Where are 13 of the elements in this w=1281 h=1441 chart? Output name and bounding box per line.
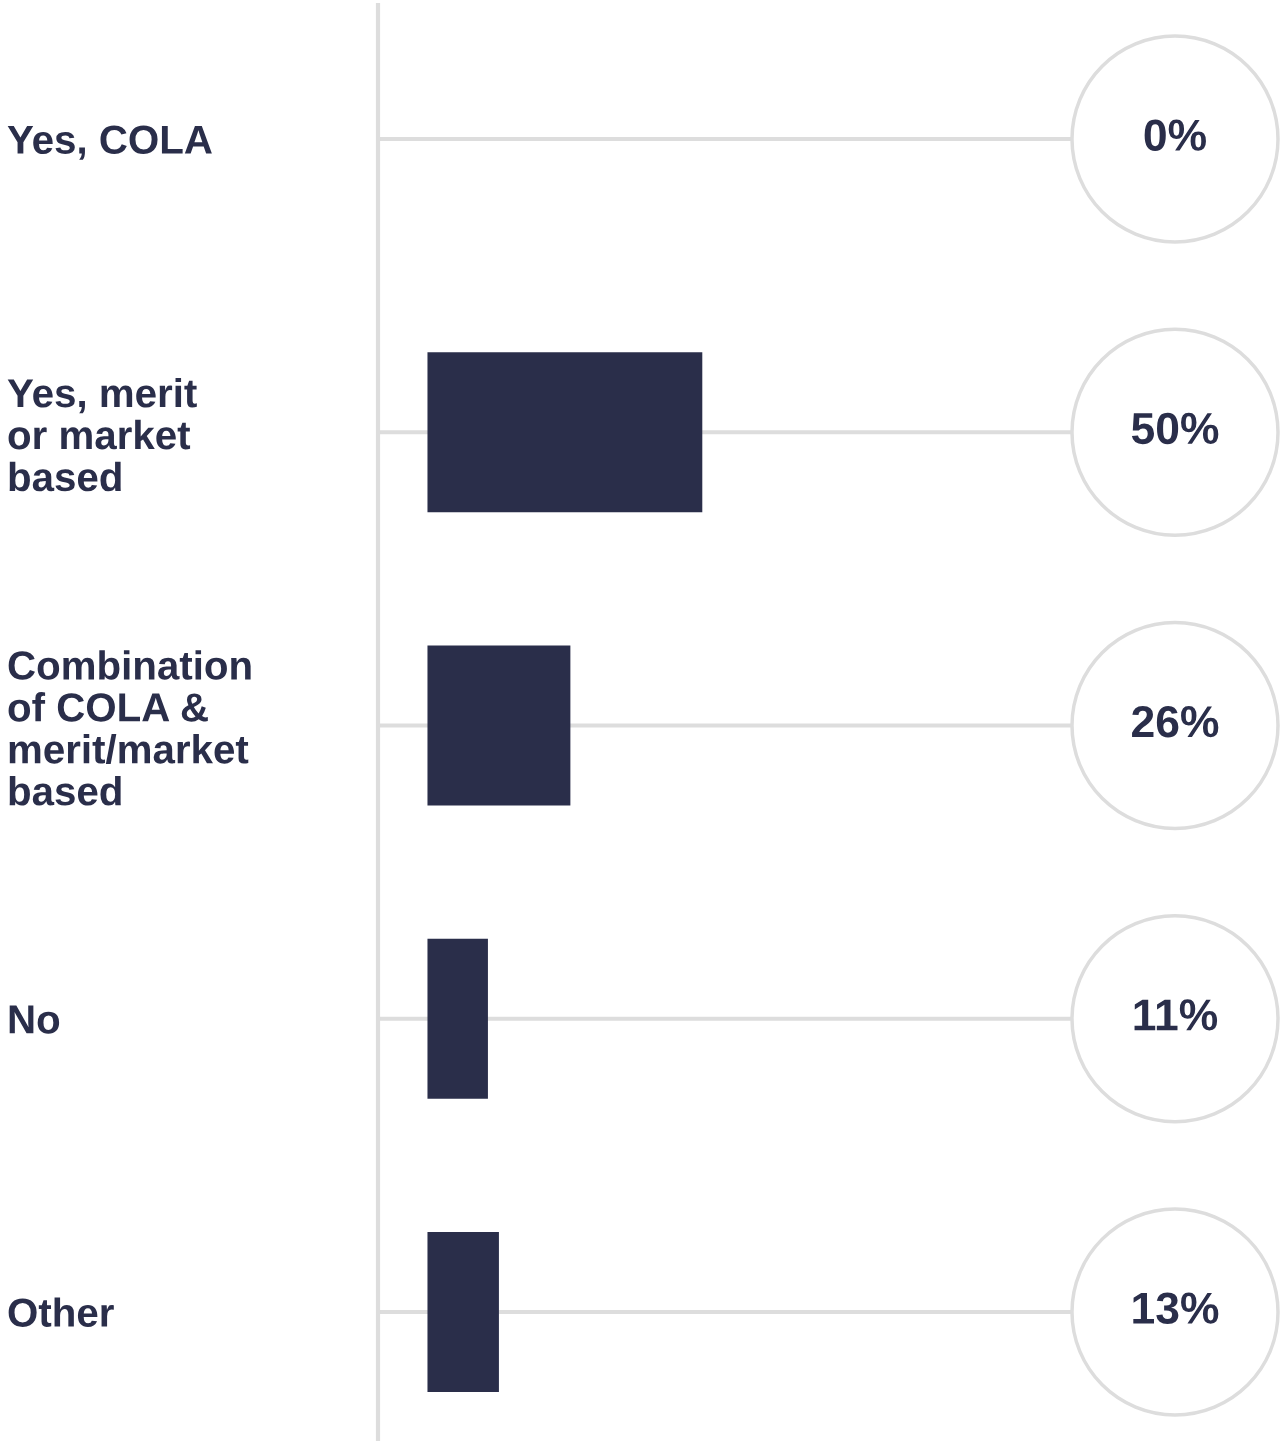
data-label: 26%	[1132, 705, 1219, 738]
bar	[427, 938, 488, 1099]
data-label: 13%	[1133, 1292, 1219, 1324]
y-tick-label: Yes, merit or market based	[7, 377, 197, 492]
data-label: 0%	[1144, 119, 1206, 151]
y-tick-label: Combination of COLA & merit/market based	[8, 650, 251, 806]
y-tick-label: Other	[8, 1297, 114, 1327]
data-label: 11%	[1134, 999, 1218, 1031]
bar	[427, 1232, 499, 1392]
bar	[427, 645, 571, 806]
y-tick-label: Yes, COLA	[7, 125, 212, 160]
y-tick-label: No	[9, 1005, 60, 1034]
data-label: 50%	[1131, 412, 1219, 445]
